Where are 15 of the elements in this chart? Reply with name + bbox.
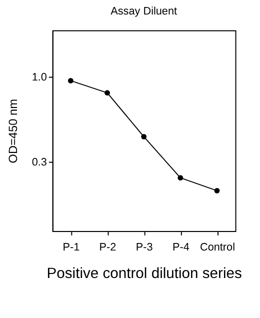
y-tick-label: 0.3 — [32, 156, 47, 169]
x-axis-title: Positive control dilution series — [46, 266, 242, 282]
point — [178, 175, 184, 181]
x-tick-label: P-2 — [99, 241, 116, 254]
x-tick-label: P-1 — [62, 241, 80, 254]
y-axis-title: OD=450 nm — [6, 98, 20, 164]
y-tick-label: 1.0 — [32, 72, 47, 84]
point — [214, 188, 220, 194]
point — [141, 134, 147, 140]
point — [68, 78, 74, 84]
point — [104, 90, 110, 96]
x-tick-label: Control — [200, 241, 235, 254]
x-tick-label: P-3 — [136, 241, 153, 254]
x-tick-label: P-4 — [172, 241, 190, 254]
chart-title: Assay Diluent — [110, 5, 178, 18]
